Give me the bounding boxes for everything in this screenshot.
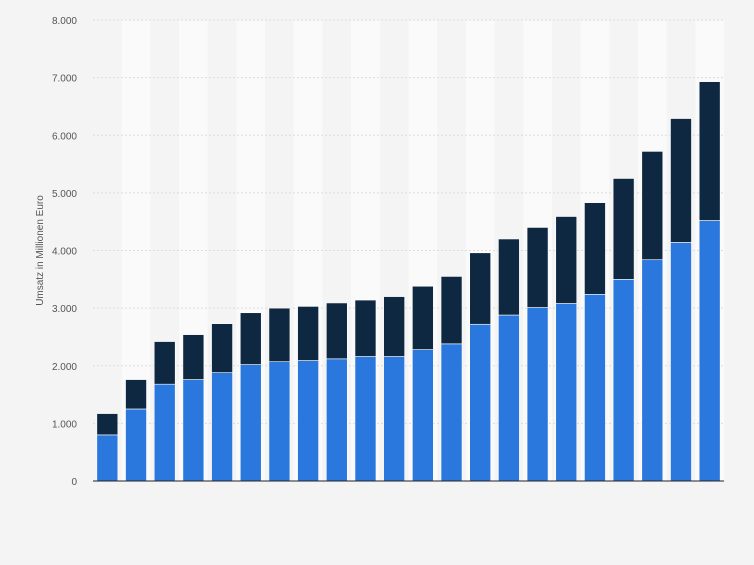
bar-segment-lower <box>412 349 434 482</box>
y-tick-label: 5.000 <box>52 189 77 200</box>
bar-segment-lower <box>354 356 377 482</box>
y-tick-label: 7.000 <box>52 74 77 85</box>
bar-segment-lower <box>383 356 405 482</box>
bar-segment-lower <box>125 408 147 482</box>
bars <box>96 81 721 482</box>
y-tick-label: 4.000 <box>52 247 77 258</box>
bar-segment-lower <box>469 323 492 482</box>
bar-segment-upper <box>698 81 721 221</box>
bar-segment-lower <box>641 259 664 482</box>
bar-segment-upper <box>325 302 348 360</box>
bar-segment-upper <box>268 307 291 363</box>
bar-segment-upper <box>153 341 176 385</box>
bar-segment-lower <box>612 279 635 482</box>
bar-segment-upper <box>612 178 635 280</box>
bar-segment-upper <box>469 252 492 325</box>
bar-segment-upper <box>297 306 319 361</box>
bar-segment-lower <box>698 220 721 482</box>
bar-segment-upper <box>182 334 205 380</box>
y-tick-label: 0 <box>71 477 77 488</box>
bar-segment-upper <box>555 216 578 304</box>
bar-segment-upper <box>383 296 405 357</box>
bar-segment-lower <box>498 314 520 482</box>
y-tick-label: 8.000 <box>52 16 77 27</box>
bar-segment-lower <box>211 372 233 482</box>
bar-segment-upper <box>125 379 147 410</box>
bar-segment-upper <box>211 323 233 373</box>
bar-segment-lower <box>182 379 205 482</box>
y-tick-labels: 0 1.000 2.000 3.000 4.000 5.000 6.000 7.000 8.00… <box>52 16 77 488</box>
bar-segment-upper <box>96 413 119 436</box>
bar-segment-lower <box>670 242 692 482</box>
bar-segment-upper <box>239 312 262 365</box>
y-tick-label: 3.000 <box>52 304 77 315</box>
bar-segment-upper <box>641 151 664 261</box>
bar-segment-lower <box>297 360 319 482</box>
bar-segment-lower <box>153 383 176 482</box>
bar-segment-lower <box>96 434 119 482</box>
bar-segment-lower <box>440 343 463 482</box>
bar-segment-lower <box>555 303 578 482</box>
y-tick-label: 1.000 <box>52 419 77 430</box>
bar-segment-upper <box>498 238 520 316</box>
bar-segment-upper <box>354 299 377 357</box>
bar-segment-upper <box>584 202 606 295</box>
y-axis-label: Umsatz in Millionen Euro <box>35 195 46 306</box>
bar-segment-lower <box>526 307 549 482</box>
bar-segment-lower <box>584 293 606 482</box>
bar-segment-upper <box>440 276 463 345</box>
y-tick-label: 2.000 <box>52 362 77 373</box>
bar-segment-lower <box>268 361 291 482</box>
bar-segment-upper <box>412 285 434 350</box>
bar-segment-lower <box>239 364 262 482</box>
bar-segment-upper <box>526 227 549 308</box>
bar-segment-upper <box>670 118 692 243</box>
bar-segment-lower <box>325 358 348 482</box>
y-tick-label: 6.000 <box>52 131 77 142</box>
